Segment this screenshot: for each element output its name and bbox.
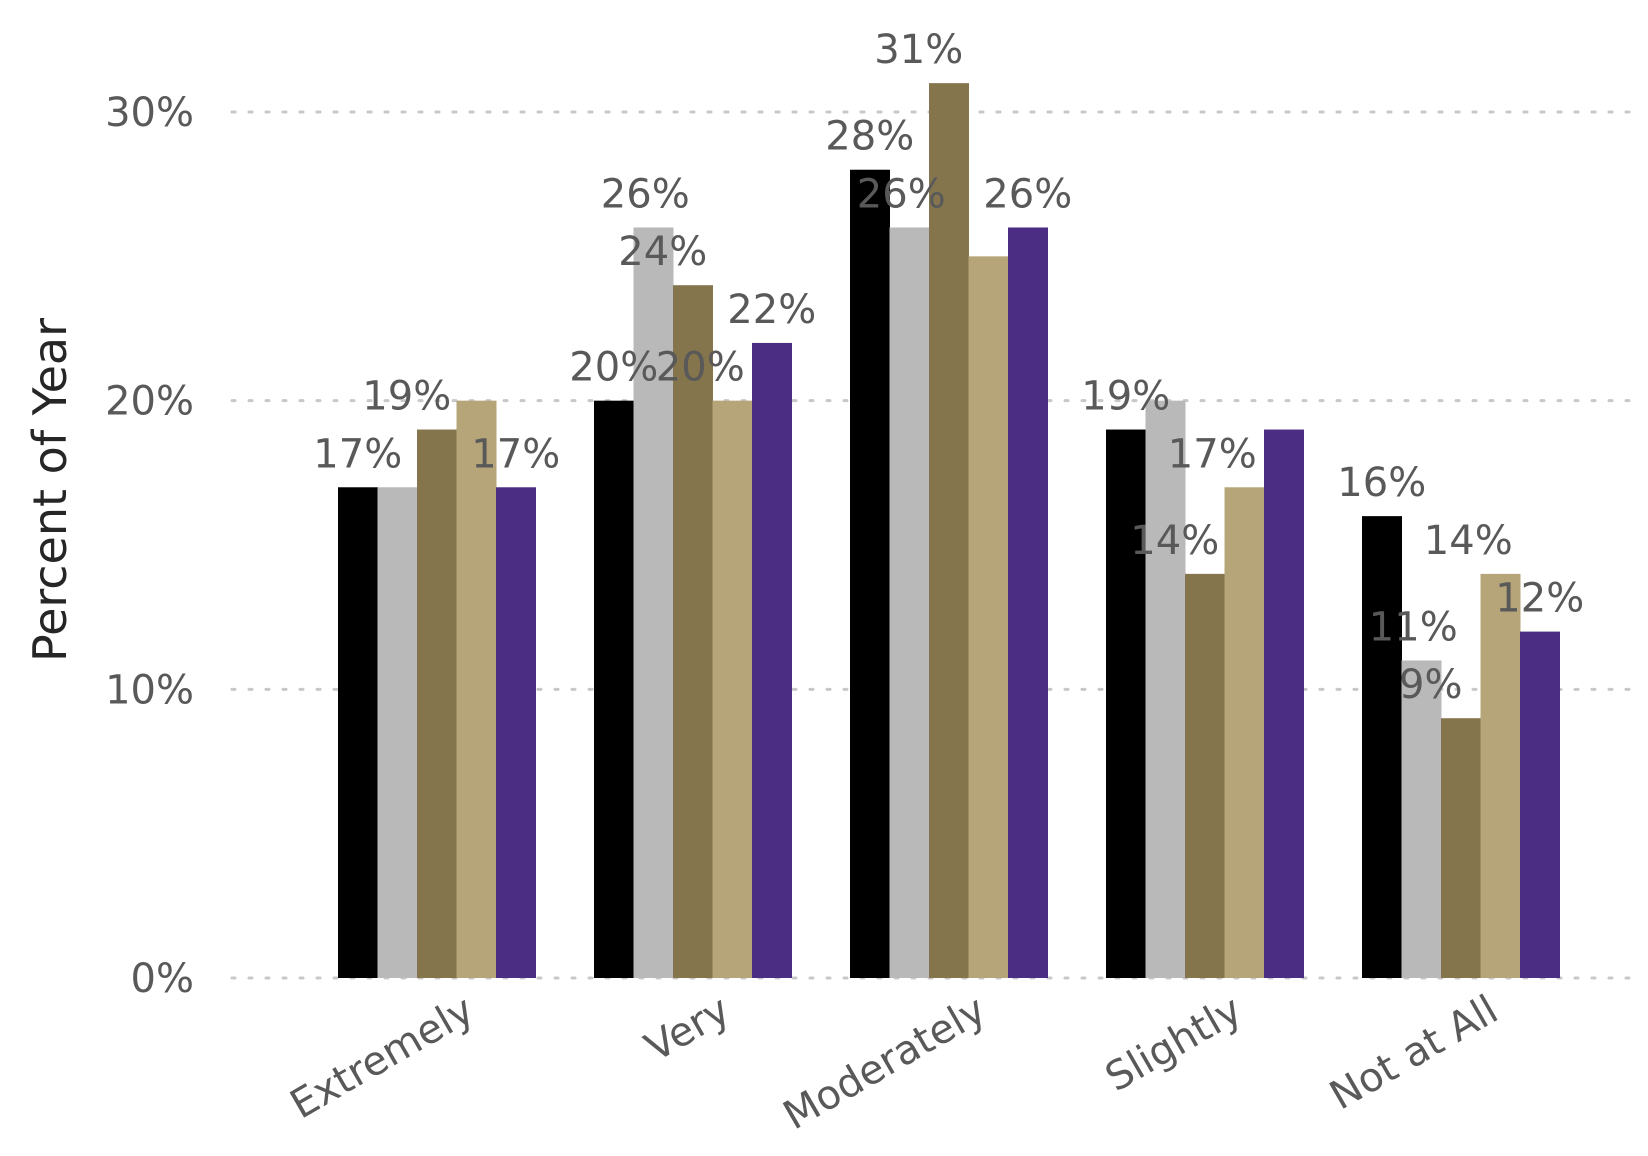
data-label-moderately-1: 28%: [825, 114, 914, 160]
x-tick-label-very: Very: [638, 987, 738, 1071]
data-label-not-at-all-3: 9%: [1399, 662, 1462, 708]
bar-very-3: [673, 285, 713, 978]
y-tick-label-10: 10%: [105, 667, 194, 713]
bar-slightly-4: [1224, 487, 1265, 978]
bar-not-at-all-5: [1520, 631, 1560, 978]
x-tick-label-extremely: Extremely: [283, 987, 482, 1128]
y-tick-label-20: 20%: [105, 379, 194, 425]
data-label-very-2: 26%: [601, 171, 690, 217]
data-label-extremely-5: 17%: [471, 431, 560, 477]
bar-slightly-5: [1264, 429, 1304, 978]
bar-slightly-2: [1145, 400, 1186, 979]
bar-extremely-4: [456, 400, 497, 979]
bar-not-at-all-2: [1401, 660, 1442, 978]
data-label-slightly-1: 19%: [1081, 374, 1170, 420]
data-label-slightly-3: 14%: [1130, 518, 1219, 564]
bar-not-at-all-3: [1441, 718, 1481, 978]
bar-very-1: [594, 400, 634, 979]
bar-moderately-2: [889, 227, 930, 978]
data-label-very-4: 20%: [656, 345, 745, 391]
bar-very-2: [633, 227, 674, 978]
bar-moderately-5: [1008, 227, 1048, 978]
data-label-not-at-all-1: 16%: [1337, 460, 1426, 506]
bar-slightly-3: [1185, 573, 1225, 978]
y-axis-tick-labels: 0% 10% 20% 30%: [105, 90, 194, 1002]
data-label-extremely-1: 17%: [313, 431, 402, 477]
bar-moderately-1: [850, 169, 890, 978]
x-axis-category-labels: Extremely Very Moderately Slightly Not at Al…: [283, 987, 1506, 1139]
data-label-not-at-all-2: 11%: [1369, 604, 1458, 650]
data-label-moderately-2: 26%: [857, 171, 946, 217]
data-label-very-1: 20%: [569, 345, 658, 391]
data-label-very-3: 24%: [618, 229, 707, 275]
bar-very-4: [712, 400, 753, 979]
data-label-slightly-4: 17%: [1168, 431, 1257, 477]
x-tick-label-not-at-all: Not at All: [1322, 987, 1505, 1119]
bar-not-at-all-1: [1362, 516, 1402, 978]
data-label-moderately-3: 31%: [874, 27, 963, 73]
y-axis-title: Percent of Year: [23, 318, 77, 662]
data-labels: 17%19%17%20%26%24%20%22%28%26%31%26%19%1…: [313, 27, 1584, 708]
y-tick-label-0: 0%: [131, 956, 194, 1002]
data-label-very-5: 22%: [727, 287, 816, 333]
data-label-extremely-3: 19%: [362, 374, 451, 420]
data-label-not-at-all-4: 14%: [1424, 518, 1513, 564]
bar-extremely-3: [417, 429, 457, 978]
bar-extremely-2: [377, 487, 418, 978]
bar-slightly-1: [1106, 429, 1146, 978]
bar-very-5: [752, 342, 792, 978]
data-label-moderately-5: 26%: [983, 171, 1072, 217]
x-tick-label-slightly: Slightly: [1098, 987, 1250, 1101]
bars: [338, 83, 1560, 979]
bar-extremely-5: [496, 487, 536, 978]
bar-not-at-all-4: [1480, 573, 1521, 978]
bar-moderately-3: [929, 83, 969, 979]
bar-extremely-1: [338, 487, 378, 978]
x-tick-label-moderately: Moderately: [776, 987, 994, 1139]
data-label-not-at-all-5: 12%: [1495, 576, 1584, 622]
bar-moderately-4: [968, 256, 1009, 978]
y-tick-label-30: 30%: [105, 90, 194, 136]
